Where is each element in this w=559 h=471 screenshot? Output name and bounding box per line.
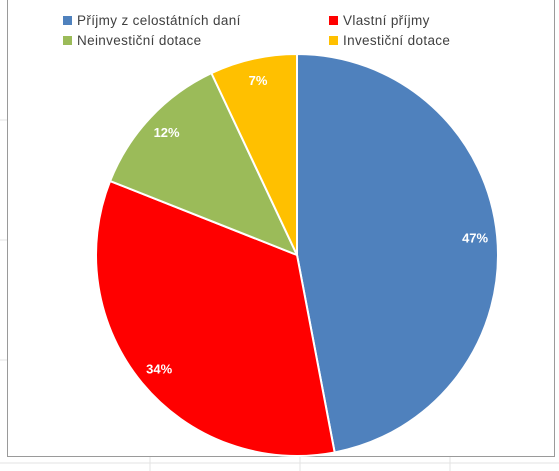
chart-legend: Příjmy z celostátních daní Vlastní příjm… [63,10,513,50]
pie-slice-investicni-dotace[interactable] [210,53,298,256]
legend-item-investicni-dotace: Investiční dotace [329,30,450,50]
data-label-prijmy-z-celostatnich-dani: 47% [462,231,488,246]
pie-slice-vlastni-prijmy[interactable] [95,180,336,457]
legend-swatch-icon [63,35,72,45]
legend-item-prijmy-z-celostatnich-dani: Příjmy z celostátních daní [63,10,241,30]
legend-label: Vlastní příjmy [343,12,430,28]
data-label-investicni-dotace: 7% [249,73,268,88]
legend-item-neinvesticni-dotace: Neinvestiční dotace [63,30,201,50]
data-labels: 47% 34% 12% 7% [146,73,488,377]
legend-label: Neinvestiční dotace [77,32,202,48]
data-label-vlastni-prijmy: 34% [146,362,172,377]
legend-label: Příjmy z celostátních daní [77,12,241,28]
legend-label: Investiční dotace [343,32,451,48]
legend-swatch-icon [329,35,338,45]
pie-slice-neinvesticni-dotace[interactable] [109,72,298,256]
pie-slice-prijmy-z-celostatnich-dani[interactable] [296,53,499,454]
legend-swatch-icon [63,15,72,25]
data-label-neinvesticni-dotace: 12% [154,125,180,140]
legend-item-vlastni-prijmy: Vlastní příjmy [329,10,430,30]
legend-swatch-icon [329,15,338,25]
